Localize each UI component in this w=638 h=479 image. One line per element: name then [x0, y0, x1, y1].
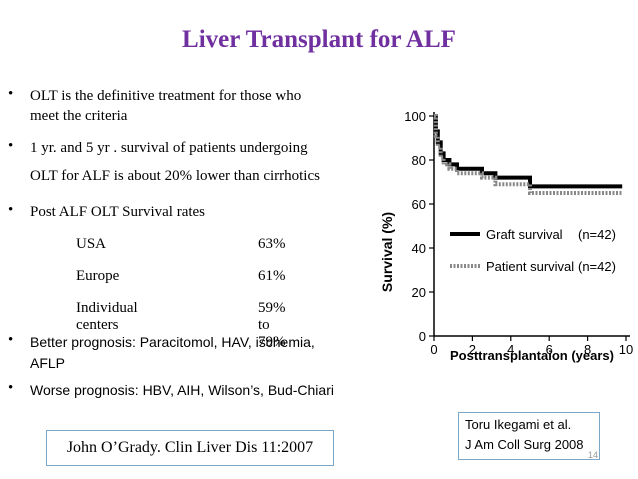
chart-ticks: 0 20 40 60 80 100 0 2 4 6 8 10 [404, 109, 633, 357]
rate-region: USA [76, 236, 107, 252]
y-axis-label: Survival (%) [379, 212, 395, 292]
rate-region: Individual centers [76, 300, 138, 333]
legend-n: (n=42) [578, 227, 616, 242]
bullet-text: Worse prognosis: HBV, AIH, Wilson’s, Bud… [30, 382, 334, 398]
legend-label: Patient survival [486, 259, 574, 274]
x-tick-label: 6 [546, 342, 553, 357]
x-tick-label: 0 [430, 342, 437, 357]
x-axis-label: Posttransplantaion (years) [450, 348, 614, 363]
reference-box: Toru Ikegami et al. J Am Coll Surg 2008 [458, 412, 600, 460]
rate-value: 61% [258, 268, 286, 284]
bullet-text: OLT for ALF is about 20% lower than cirr… [30, 168, 320, 184]
survival-chart: 0 20 40 60 80 100 0 2 4 6 8 10 Graft survival (n=42)… [379, 109, 633, 363]
citation-box: John O’Grady. Clin Liver Dis 11:2007 [46, 430, 334, 466]
y-tick-label: 80 [412, 153, 426, 168]
bullet-text: 1 yr. and 5 yr . survival of patients un… [30, 140, 308, 156]
bullet-text: AFLP [30, 355, 66, 371]
x-tick-label: 10 [619, 342, 633, 357]
x-tick-label: 4 [507, 342, 514, 357]
rate-value: 59% to 79% [258, 300, 286, 350]
x-tick-label: 2 [469, 342, 476, 357]
y-tick-label: 20 [412, 285, 426, 300]
legend-label: Graft survival [486, 227, 563, 242]
slide-title: Liver Transplant for ALF [182, 26, 456, 53]
y-tick-label: 0 [419, 329, 426, 344]
rate-value: 63% [258, 236, 286, 252]
chart-legend: Graft survival (n=42) Patient survival (n=4… [450, 227, 616, 274]
chart-axes [433, 112, 630, 337]
bullet-text: Post ALF OLT Survival rates [30, 204, 206, 220]
reference-line: Toru Ikegami et al. [465, 417, 572, 432]
x-tick-label: 8 [584, 342, 591, 357]
reference-line: J Am Coll Surg 2008 [465, 437, 584, 452]
y-tick-label: 60 [412, 197, 426, 212]
y-tick-label: 100 [404, 109, 426, 124]
series-line-graft-survival [433, 114, 623, 189]
y-tick-label: 40 [412, 241, 426, 256]
bullet-text: OLT is the definitive treatment for thos… [30, 88, 302, 104]
bullet-text: meet the criteria [30, 108, 128, 124]
bullet-text: Better prognosis: Paracitomol, HAV, isch… [30, 334, 315, 350]
legend-n: (n=42) [578, 259, 616, 274]
chart-series [433, 114, 623, 195]
page-number: 14 [588, 450, 599, 460]
rate-region: Europe [76, 268, 120, 284]
